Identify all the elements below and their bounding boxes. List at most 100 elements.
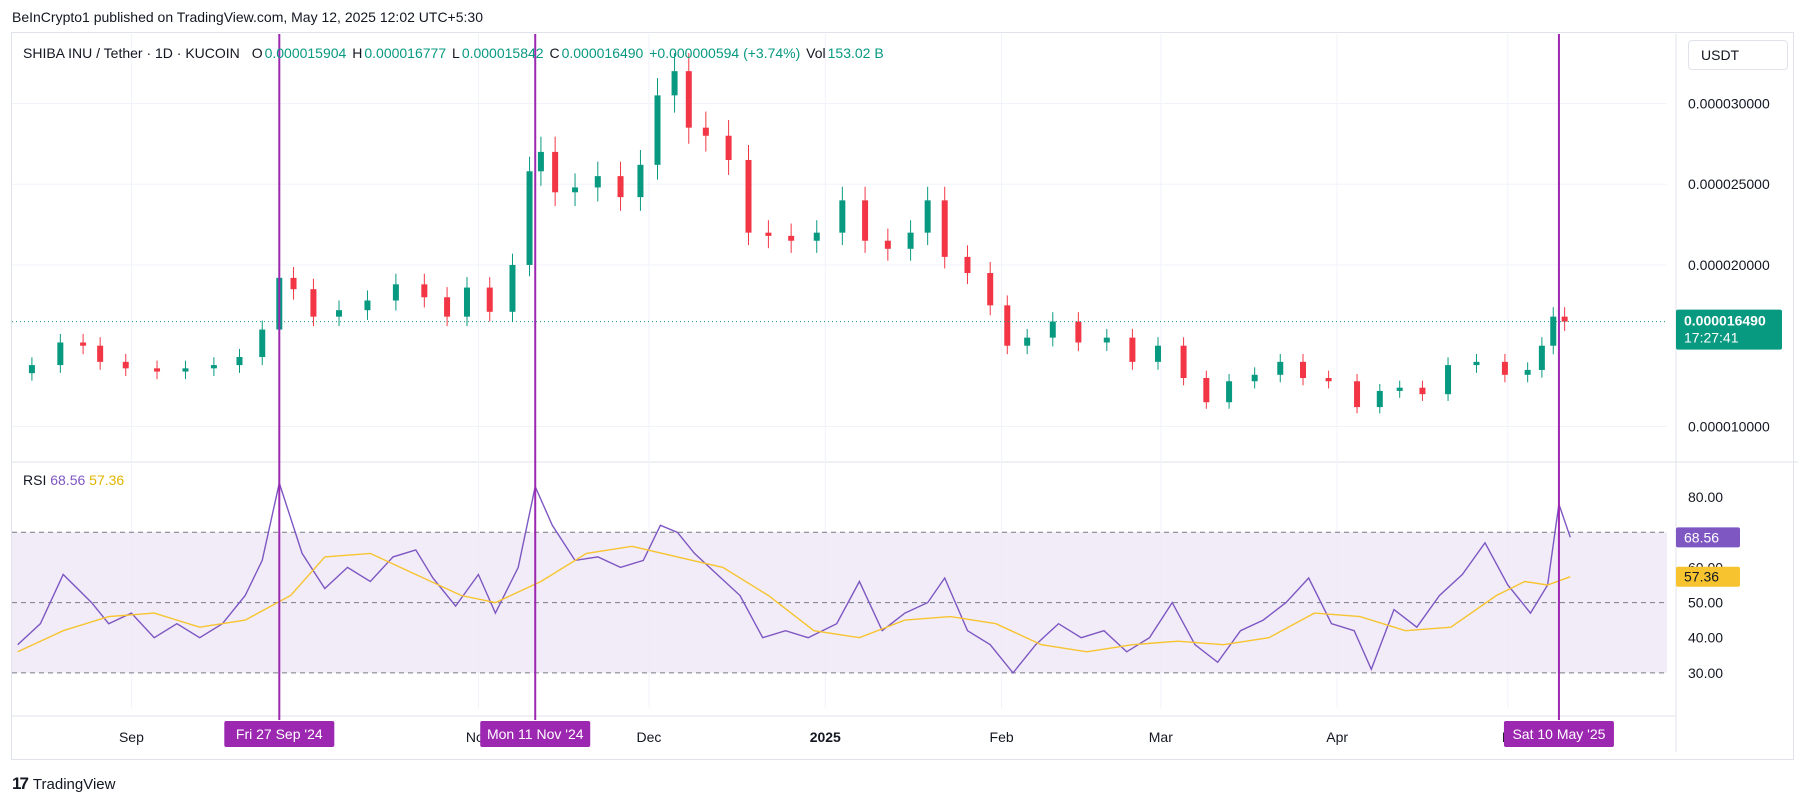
candle-body: [421, 284, 428, 298]
candle-body: [537, 151, 544, 172]
candle-body: [154, 368, 161, 372]
rsi-tick-label: 40.00: [1688, 630, 1723, 646]
candle-body: [210, 365, 217, 369]
chart-frame: [11, 32, 1794, 760]
open-label: O: [251, 45, 263, 61]
candle-body: [1354, 381, 1361, 408]
candle-body: [1004, 305, 1011, 346]
candle-body: [788, 235, 795, 241]
rsi-ma-value: 57.36: [89, 472, 125, 488]
candle-body: [862, 200, 869, 241]
candle-body: [80, 342, 87, 346]
rsi-ma-tag-label: 57.36: [1684, 569, 1719, 585]
event-marker-label[interactable]: Sat 10 May '25: [1512, 726, 1605, 742]
candle-body: [1103, 337, 1110, 343]
candle-body: [594, 176, 601, 188]
last-price-value: 0.000016490: [1684, 313, 1766, 329]
candle-body: [122, 361, 129, 369]
candle-body: [702, 127, 709, 136]
candle-body: [57, 342, 64, 366]
change-value: +0.000000594 (+3.74%): [649, 45, 801, 61]
event-marker-label-bg[interactable]: [480, 721, 591, 747]
candle-body: [839, 200, 846, 233]
candle-body: [685, 71, 692, 128]
candle-body: [745, 159, 752, 233]
event-marker-label[interactable]: Fri 27 Sep '24: [236, 726, 323, 742]
time-tick-label: 2025: [810, 729, 841, 745]
ohlc-legend: SHIBA INU / Tether · 1D · KUCOIN O 0.0000…: [23, 45, 886, 61]
candle-body: [617, 176, 624, 198]
candle-body: [987, 273, 994, 306]
candle-body: [1524, 369, 1531, 375]
candle-body: [336, 310, 343, 317]
candle-body: [941, 200, 948, 257]
candle-body: [1445, 365, 1452, 395]
price-tick-label: 0.000030000: [1688, 95, 1770, 111]
tradingview-logo[interactable]: 17 TradingView: [12, 774, 115, 794]
candle-body: [310, 289, 317, 317]
candle-body: [526, 171, 533, 265]
candle-body: [1396, 387, 1403, 391]
price-tick-label: 0.000025000: [1688, 176, 1770, 192]
candle-body: [182, 368, 189, 372]
candle-body: [1180, 345, 1187, 379]
candle-body: [1154, 345, 1161, 362]
candle-body: [1550, 316, 1557, 346]
rsi-ma-line: [17, 545, 1571, 653]
event-marker-label-bg[interactable]: [224, 721, 335, 747]
price-tick-label: 0.000010000: [1688, 418, 1770, 434]
candle-body: [444, 297, 451, 317]
candle-body: [572, 187, 579, 193]
candle-body: [509, 264, 516, 312]
candle-body: [765, 232, 772, 236]
candle-body: [813, 232, 820, 241]
publish-caption: BeInCrypto1 published on TradingView.com…: [12, 9, 483, 25]
candle-body: [236, 357, 243, 366]
candle-body: [463, 287, 470, 317]
rsi-tag-label: 68.56: [1684, 529, 1719, 545]
candle-body: [1300, 361, 1307, 379]
candle-body: [552, 151, 559, 193]
rsi-tick-label: 30.00: [1688, 665, 1723, 681]
candle-body: [1203, 378, 1210, 403]
rsi-name[interactable]: RSI: [23, 472, 47, 488]
rsi-tick-label: 50.00: [1688, 595, 1723, 611]
close-label: C: [549, 45, 560, 61]
rsi-legend: RSI 68.56 57.36: [23, 472, 124, 488]
candle-body: [1561, 316, 1568, 322]
price-tick-label: 0.000020000: [1688, 257, 1770, 273]
candle-body: [884, 240, 891, 249]
candle-body: [725, 135, 732, 160]
candle-body: [1024, 337, 1031, 346]
candle-body: [1419, 387, 1426, 395]
candle-body: [1129, 337, 1136, 362]
event-marker-label-bg[interactable]: [1503, 721, 1614, 747]
candle-body: [1538, 345, 1545, 370]
symbol-label[interactable]: SHIBA INU / Tether · 1D · KUCOIN: [23, 45, 240, 61]
candle-body: [964, 256, 971, 274]
time-tick-label: Sep: [119, 729, 144, 745]
event-marker-label[interactable]: Mon 11 Nov '24: [487, 726, 584, 742]
open-value: 0.000015904: [264, 45, 347, 61]
candle-body: [1251, 374, 1258, 382]
low-label: L: [452, 45, 460, 61]
candle-body: [637, 164, 644, 198]
rsi-value: 68.56: [50, 472, 86, 488]
volume-value: 153.02 B: [827, 45, 884, 61]
high-label: H: [352, 45, 363, 61]
volume-label: Vol: [806, 45, 826, 61]
tradingview-icon: 17: [12, 774, 29, 793]
candle-body: [1075, 321, 1082, 343]
candle-body: [364, 300, 371, 311]
time-tick-label: Feb: [990, 729, 1014, 745]
candle-body: [290, 277, 297, 290]
bar-countdown: 17:27:41: [1684, 330, 1739, 346]
time-tick-label: Dec: [637, 729, 662, 745]
rsi-ma-value-tag: [1676, 566, 1740, 587]
candle-body: [1277, 361, 1284, 375]
rsi-value-tag: [1676, 527, 1740, 548]
currency-button[interactable]: USDT: [1688, 40, 1788, 70]
candle-body: [907, 232, 914, 249]
time-tick-label: Apr: [1326, 729, 1348, 745]
